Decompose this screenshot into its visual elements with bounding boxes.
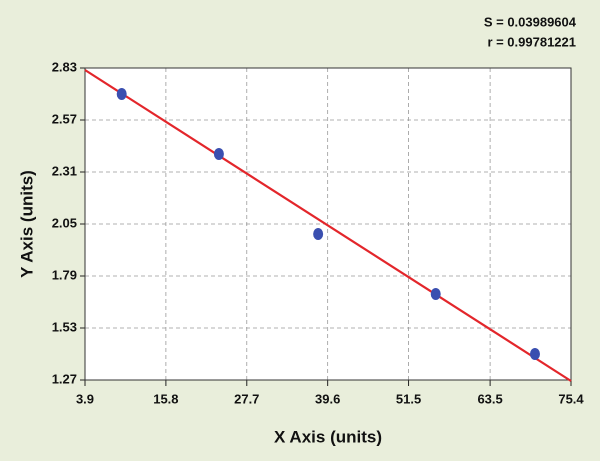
y-tick-label: 2.57	[52, 111, 77, 126]
x-tick-label: 39.6	[315, 391, 340, 406]
fit-line	[84, 69, 572, 382]
y-tick-label: 2.83	[52, 59, 77, 74]
annotation: r = 0.99781221	[487, 34, 576, 49]
x-tick-label: 3.9	[76, 391, 94, 406]
x-tick-label: 51.5	[396, 391, 421, 406]
data-point	[116, 88, 127, 100]
y-tick-label: 2.31	[52, 163, 77, 178]
y-tick-label: 2.05	[52, 215, 77, 230]
y-tick-label: 1.53	[52, 319, 77, 334]
y-axis-label: Y Axis (units)	[17, 170, 36, 278]
annotation: S = 0.03989604	[484, 14, 577, 29]
x-tick-label: 27.7	[234, 391, 259, 406]
data-point	[213, 148, 224, 160]
data-point	[313, 228, 324, 240]
y-tick-label: 1.79	[52, 267, 77, 282]
x-tick-label: 15.8	[153, 391, 178, 406]
data-point	[529, 348, 540, 360]
x-tick-label: 75.4	[558, 391, 584, 406]
data-point	[430, 288, 441, 300]
plot-border	[84, 67, 572, 381]
y-tick-label: 1.27	[52, 371, 77, 386]
x-tick-label: 63.5	[477, 391, 502, 406]
x-axis-label: X Axis (units)	[274, 427, 382, 446]
